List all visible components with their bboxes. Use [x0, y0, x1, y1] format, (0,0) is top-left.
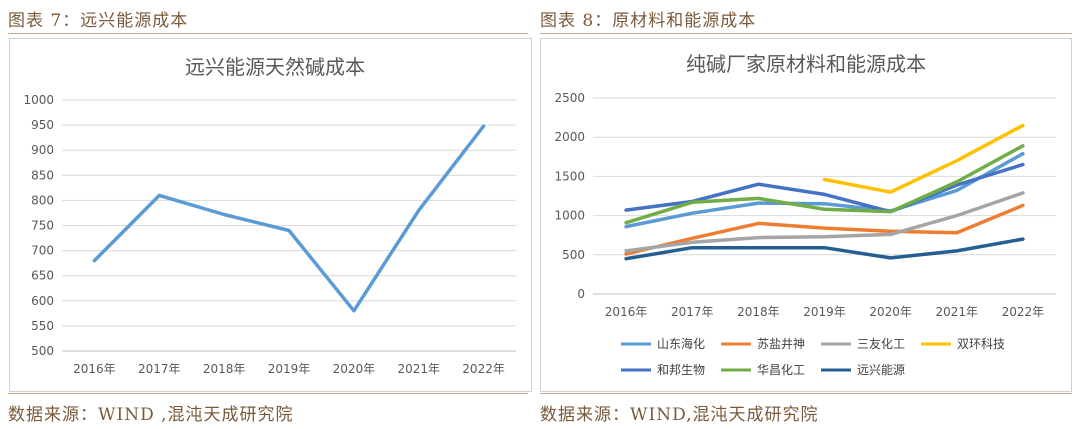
chart-box-right: 纯碱厂家原材料和能源成本 0 500 1000 1500 2000 2500 2016年 201…: [540, 38, 1072, 392]
series-line: [92, 124, 486, 313]
x-tick-label: 2018年: [737, 305, 780, 319]
legend-label: 苏盐井神: [757, 337, 805, 351]
legend-label: 和邦生物: [657, 363, 705, 377]
y-tick-label: 2500: [554, 91, 585, 105]
series-line: [624, 237, 1025, 261]
legend-label: 三友化工: [857, 337, 905, 351]
x-tick-label: 2016年: [605, 305, 648, 319]
x-tick-label: 2019年: [268, 362, 311, 376]
chart-box-left: 远兴能源天然碱成本 500 550 600 650 700 750 800 850 900 950 1…: [9, 38, 532, 392]
series-line: [624, 191, 1025, 253]
y-tick-label: 1500: [554, 169, 585, 183]
x-tick-label: 2018年: [203, 362, 246, 376]
x-tick-label: 2021年: [936, 305, 979, 319]
legend-label: 双环科技: [957, 337, 1005, 351]
figure-label-right: 图表 8：原材料和能源成本: [540, 11, 757, 31]
x-tick-label: 2022年: [462, 362, 505, 376]
y-tick-label: 1000: [554, 209, 585, 223]
x-tick-label: 2017年: [138, 362, 181, 376]
legend-label: 华昌化工: [757, 363, 805, 377]
legend-label: 远兴能源: [857, 363, 905, 377]
header-rule-right: [540, 33, 1072, 34]
y-tick-label: 800: [31, 193, 54, 207]
series-line: [822, 123, 1025, 194]
series-line: [624, 203, 1025, 256]
y-tick-label: 650: [31, 269, 54, 283]
source-note-left: 数据来源：WIND ,混沌天成研究院: [8, 405, 294, 425]
chart-left: 远兴能源天然碱成本 500 550 600 650 700 750 800 850 900 950 1…: [23, 55, 516, 376]
y-tick-label: 0: [577, 287, 585, 301]
y-tick-label: 1000: [23, 93, 54, 107]
y-tick-label: 950: [31, 118, 54, 132]
x-tick-label: 2022年: [1002, 305, 1045, 319]
series-line: [624, 151, 1025, 229]
y-tick-label: 600: [31, 294, 54, 308]
y-tick-label: 500: [31, 344, 54, 358]
y-tick-label: 500: [562, 248, 585, 262]
y-tick-label: 2000: [554, 130, 585, 144]
y-tick-label: 900: [31, 143, 54, 157]
footer-rule-left: [8, 393, 528, 394]
series-line: [624, 144, 1025, 225]
y-tick-label: 550: [31, 319, 54, 333]
x-tick-label: 2016年: [73, 362, 116, 376]
x-tick-label: 2019年: [803, 305, 846, 319]
legend-label: 山东海化: [657, 336, 705, 351]
x-tick-label: 2020年: [333, 362, 376, 376]
y-tick-label: 850: [31, 168, 54, 182]
header-rule-left: [8, 33, 528, 34]
x-tick-label: 2020年: [869, 305, 912, 319]
source-note-right: 数据来源：WIND,混沌天成研究院: [540, 405, 819, 425]
y-tick-label: 750: [31, 219, 54, 233]
y-tick-label: 700: [31, 244, 54, 258]
chart-right: 纯碱厂家原材料和能源成本 0 500 1000 1500 2000 2500 2016年 201…: [554, 52, 1056, 377]
footer-rule-right: [540, 393, 1072, 394]
x-tick-label: 2017年: [671, 305, 714, 319]
figure-label-left: 图表 7：远兴能源成本: [8, 11, 189, 31]
x-tick-label: 2021年: [397, 362, 440, 376]
chart-title: 纯碱厂家原材料和能源成本: [686, 52, 926, 76]
chart-title: 远兴能源天然碱成本: [185, 55, 365, 79]
